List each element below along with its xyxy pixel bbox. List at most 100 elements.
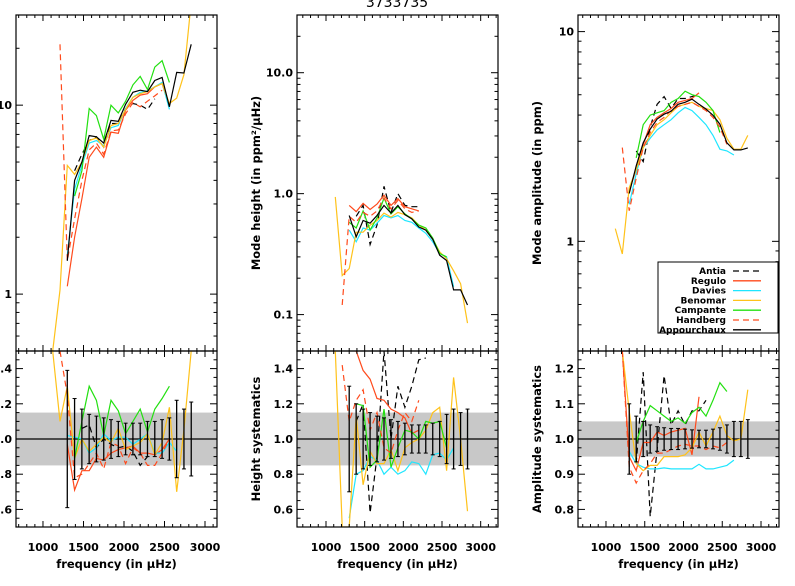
- y-tick-label: 10: [559, 26, 575, 39]
- series-line-handberg: [621, 101, 728, 211]
- error-bar: [138, 422, 143, 456]
- series-line-regulo: [628, 92, 700, 191]
- error-bar: [641, 420, 646, 458]
- error-bar: [181, 408, 186, 470]
- error-bar: [451, 408, 456, 470]
- series-line-benomar: [614, 101, 749, 255]
- series-line-antia: [81, 424, 148, 467]
- legend-item-davies: Davies: [692, 287, 761, 297]
- series-line-handberg: [59, 351, 170, 479]
- series-line-campante: [635, 90, 721, 159]
- error-bar: [648, 424, 653, 454]
- series-line-benomar: [334, 351, 469, 527]
- error-bar: [437, 420, 442, 458]
- axes-frame: [296, 14, 499, 352]
- x-axis-label: frequency (in μHz): [337, 557, 458, 571]
- y-tick-label: 1.2: [555, 363, 575, 376]
- error-bar: [116, 420, 121, 458]
- y-tick-label: 0.6: [274, 503, 294, 516]
- series-line-appourchaux: [348, 204, 469, 306]
- y-tick-label: 0.6: [0, 503, 12, 516]
- error-bar: [375, 415, 380, 463]
- error-bar: [731, 420, 736, 458]
- error-bar: [72, 398, 77, 480]
- error-bar: [388, 419, 393, 459]
- error-bar: [368, 412, 373, 466]
- error-bar: [634, 415, 639, 463]
- error-bar: [669, 427, 674, 451]
- y-tick-label: 0.1: [274, 309, 294, 322]
- legend-label: Handberg: [676, 316, 726, 326]
- x-tick-label: 2500: [707, 541, 738, 554]
- error-bar: [130, 422, 135, 456]
- panel-top-left: 10 1: [0, 14, 218, 352]
- tick-marks: [16, 14, 217, 352]
- error-bar: [152, 420, 157, 458]
- legend: AntiaReguloDaviesBenomarCampanteHandberg…: [657, 261, 779, 336]
- y-tick-label: 1: [566, 235, 574, 248]
- y-tick-label: 0.8: [555, 503, 575, 516]
- plot-area: [578, 351, 779, 517]
- legend-item-campante: Campante: [675, 306, 761, 316]
- plot-area: [16, 351, 217, 509]
- error-bar: [627, 403, 632, 475]
- tick-marks: [297, 350, 498, 528]
- x-tick-label: 3000: [746, 541, 777, 554]
- error-bar: [430, 422, 435, 456]
- y-tick-label: 1.0: [555, 433, 575, 446]
- error-bar: [79, 408, 84, 470]
- error-bar: [745, 419, 750, 459]
- series-line-handberg: [621, 351, 728, 485]
- plot-area: [297, 351, 498, 527]
- legend-item-antia: Antia: [699, 267, 761, 277]
- error-bar: [402, 422, 407, 456]
- error-bar: [676, 427, 681, 451]
- x-axis-label: frequency (in μHz): [56, 557, 177, 571]
- tick-marks: [16, 350, 217, 528]
- error-bar: [690, 429, 695, 449]
- error-bar: [347, 385, 352, 493]
- panel-top-right: 10 1 Mode amplitude (in ppm) AntiaReguloDav…: [530, 14, 780, 352]
- series-line-davies: [348, 447, 455, 519]
- error-bar: [382, 417, 387, 461]
- error-bar: [174, 399, 179, 479]
- legend-label: Appourchaux: [659, 326, 726, 336]
- axes-frame: [15, 14, 218, 352]
- error-bar: [423, 424, 428, 454]
- x-tick-label: 2000: [668, 541, 699, 554]
- error-bar: [167, 417, 172, 461]
- error-bar: [697, 429, 702, 449]
- y-tick-label: 1.0: [0, 433, 12, 446]
- series-line-regulo: [621, 351, 700, 473]
- x-axis-label: frequency (in μHz): [618, 557, 739, 571]
- y-tick-label: 0.8: [0, 468, 12, 481]
- legend-label: Antia: [699, 267, 726, 277]
- series-line-handberg: [59, 44, 163, 261]
- plot-area: [52, 15, 192, 351]
- y-tick-label: 1.4: [274, 363, 294, 376]
- tick-marks: [297, 14, 498, 352]
- series-line-davies: [628, 106, 735, 205]
- series-line-appourchaux: [628, 98, 748, 194]
- y-tick-label: 1.1: [555, 398, 575, 411]
- error-bar: [94, 415, 99, 463]
- figure-title: 3733735: [366, 0, 428, 11]
- x-tick-label: 3000: [190, 541, 221, 554]
- y-tick-label: 0.8: [274, 468, 294, 481]
- y-tick-label: 1.0: [274, 188, 294, 201]
- y-tick-label: 1.0: [274, 433, 294, 446]
- error-bar: [738, 420, 743, 458]
- error-bar: [683, 428, 688, 450]
- error-bar: [662, 427, 667, 451]
- series-line-benomar: [52, 15, 191, 351]
- series-line-benomar: [334, 196, 469, 324]
- legend-label: Regulo: [691, 277, 726, 287]
- y-tick-label: 0.9: [555, 468, 575, 481]
- y-axis-label: Amplitude systematics: [530, 365, 544, 513]
- error-bar: [395, 420, 400, 458]
- series-line-campante: [74, 384, 170, 459]
- series-line-appourchaux: [66, 44, 192, 261]
- x-tick-label: 1500: [349, 541, 380, 554]
- y-tick-label: 1.4: [0, 363, 12, 376]
- series-line-antia: [355, 186, 419, 247]
